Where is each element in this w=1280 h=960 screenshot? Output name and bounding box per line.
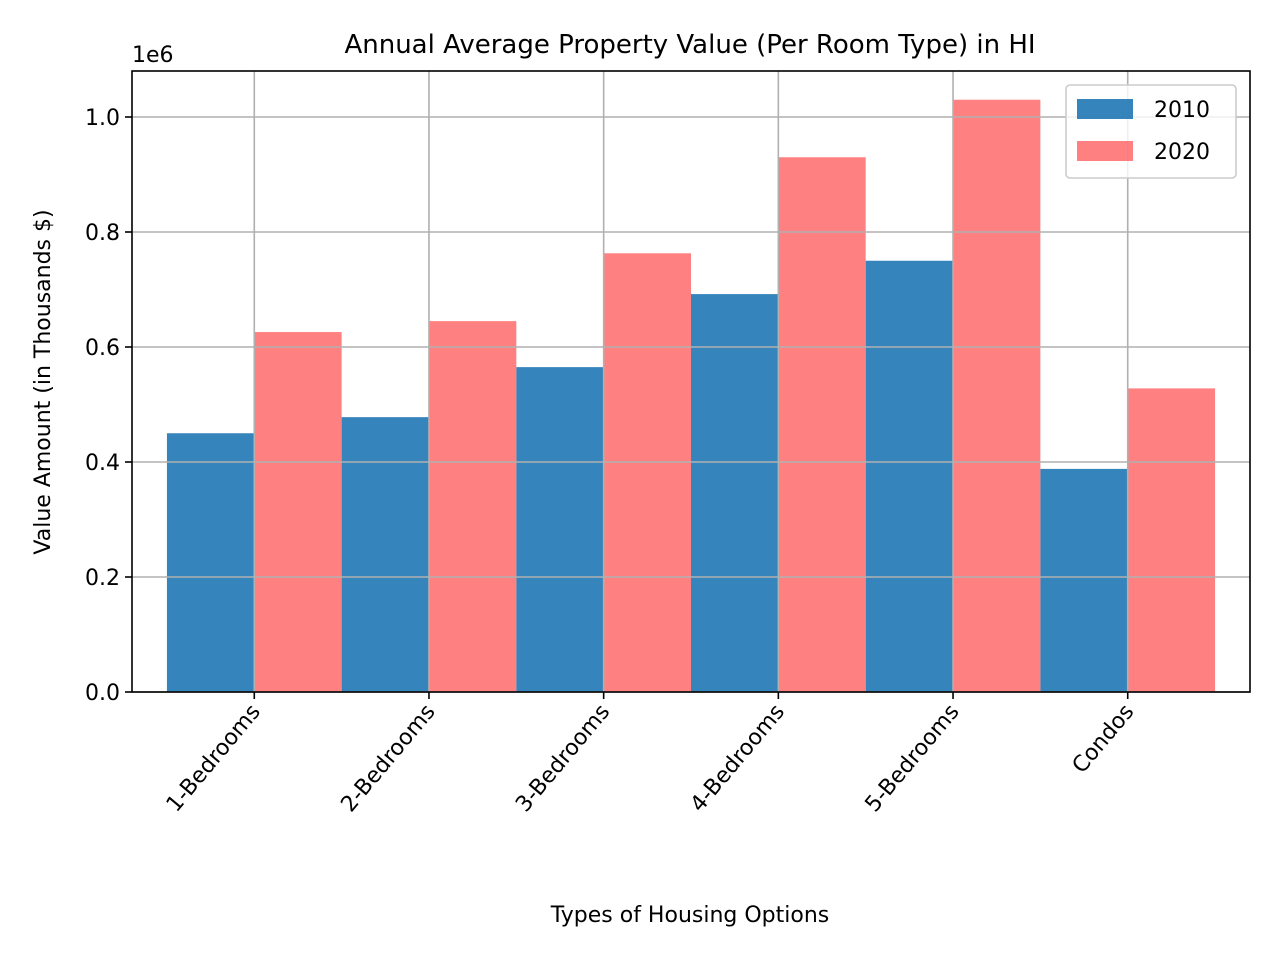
y-tick-label: 0.8 (85, 221, 120, 246)
legend-label: 2010 (1154, 98, 1210, 123)
bar-2010-3-bedrooms (516, 367, 604, 692)
bar-2020-condos (1127, 388, 1216, 692)
y-tick-label: 0.4 (85, 451, 120, 476)
legend-swatch-2010 (1077, 99, 1133, 119)
bar-2010-condos (1040, 468, 1128, 692)
y-tick-label: 1.0 (85, 106, 120, 131)
bar-2010-5-bedrooms (865, 260, 954, 692)
bar-2010-1-bedrooms (166, 433, 255, 692)
bars (166, 99, 1216, 692)
legend: 2010 2020 (1065, 84, 1237, 179)
y-offset-label: 1e6 (132, 43, 174, 68)
bar-2010-2-bedrooms (341, 417, 429, 692)
bar-2020-5-bedrooms (953, 99, 1041, 692)
y-tick-label: 0.0 (85, 681, 120, 706)
y-tick-label: 0.2 (85, 566, 120, 591)
y-tick-label: 0.6 (85, 336, 120, 361)
axes (131, 70, 1251, 693)
bar-2020-3-bedrooms (603, 253, 691, 692)
legend-label: 2020 (1154, 140, 1210, 165)
bar-2010-4-bedrooms (691, 294, 779, 692)
legend-swatch-2020 (1077, 141, 1133, 161)
bar-2020-2-bedrooms (428, 321, 517, 692)
y-axis-label: Value Amount (in Thousands $) (31, 209, 56, 554)
x-axis-label: Types of Housing Options (550, 903, 830, 928)
legend-box (1065, 84, 1237, 179)
bar-2020-1-bedrooms (254, 332, 342, 692)
bar-2020-4-bedrooms (778, 157, 866, 692)
plot-frame (131, 70, 1251, 693)
chart-title: Annual Average Property Value (Per Room … (344, 30, 1035, 60)
